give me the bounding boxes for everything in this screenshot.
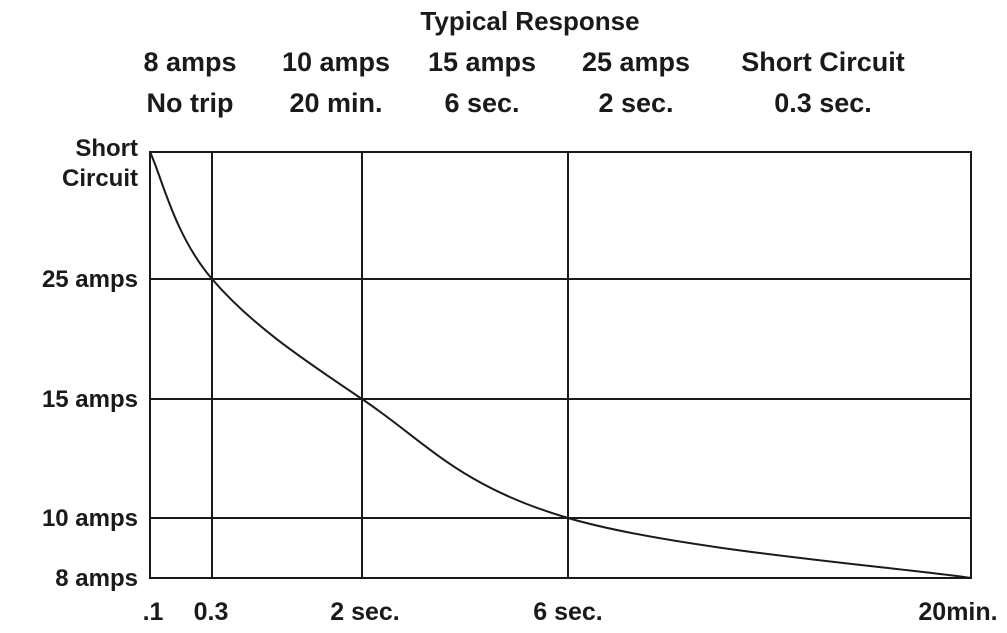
response-table: 8 amps No trip 10 amps 20 min. 15 amps 6 sec.… — [143, 47, 904, 118]
ytick-label-0-line-0: Short — [75, 135, 138, 162]
ytick-label-4: 8 amps — [55, 565, 138, 592]
table-current-0: 8 amps — [143, 47, 236, 77]
ytick-label-0-line-1: Circuit — [62, 165, 138, 192]
chart-title: Typical Response — [420, 6, 639, 36]
xtick-label-1: 0.3 — [194, 598, 229, 626]
xtick-label-4: 20min. — [918, 598, 997, 626]
plot-frame — [149, 151, 972, 579]
grid — [150, 152, 971, 578]
table-current-3: 25 amps — [582, 47, 690, 77]
x-axis-ticks: .1 0.3 2 sec. 6 sec. 20min. — [143, 598, 998, 626]
table-time-4: 0.3 sec. — [774, 88, 872, 118]
y-axis-ticks: Short Circuit 25 amps 15 amps 10 amps 8 amps — [42, 135, 138, 592]
xtick-label-0: .1 — [143, 598, 164, 626]
xtick-label-2: 2 sec. — [330, 598, 400, 626]
table-time-2: 6 sec. — [444, 88, 519, 118]
table-current-1: 10 amps — [282, 47, 390, 77]
table-current-2: 15 amps — [428, 47, 536, 77]
table-time-1: 20 min. — [289, 88, 382, 118]
xtick-label-3: 6 sec. — [533, 598, 603, 626]
ytick-label-2: 15 amps — [42, 386, 138, 413]
table-current-4: Short Circuit — [741, 47, 905, 77]
table-time-3: 2 sec. — [598, 88, 673, 118]
table-time-0: No trip — [147, 88, 234, 118]
ytick-label-1: 25 amps — [42, 266, 138, 293]
ytick-label-3: 10 amps — [42, 505, 138, 532]
response-curve — [149, 151, 972, 579]
